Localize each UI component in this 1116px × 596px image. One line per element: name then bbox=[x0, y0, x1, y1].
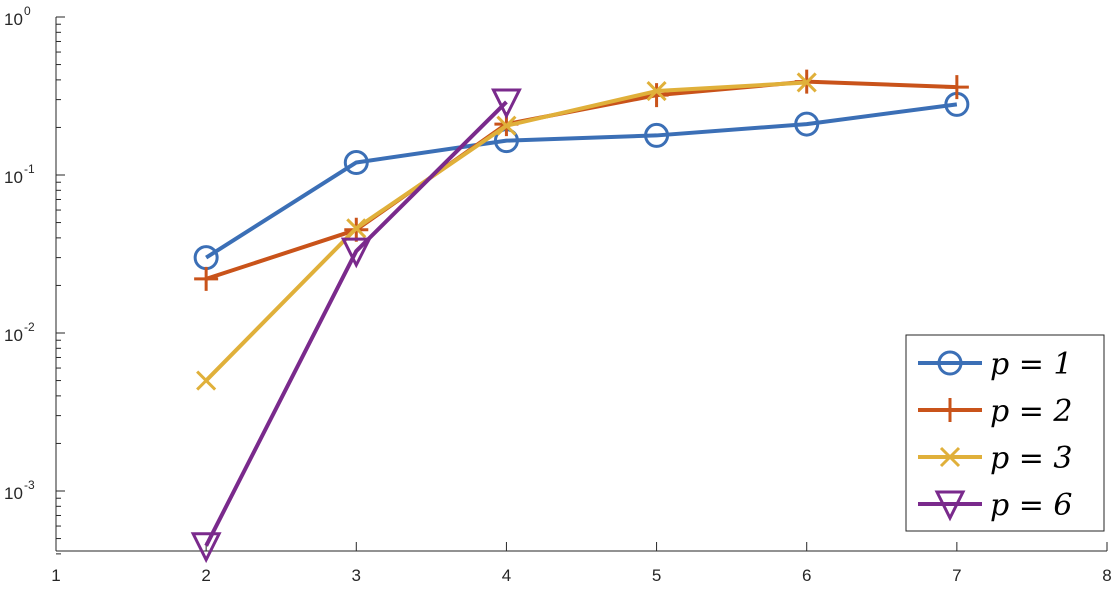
series-4 bbox=[190, 88, 522, 564]
series-3 bbox=[196, 72, 817, 391]
y-tick-exponent: 0 bbox=[24, 4, 31, 18]
series-1 bbox=[193, 91, 970, 271]
legend: p = 1 p = 2 p = 3 p = 6 bbox=[905, 334, 1105, 532]
data-point bbox=[794, 111, 820, 137]
x-tick-label: 4 bbox=[502, 566, 511, 585]
legend-label: p = 2 bbox=[990, 394, 1073, 429]
y-tick-exponent: -3 bbox=[24, 478, 35, 492]
x-tick-label: 5 bbox=[652, 566, 661, 585]
x-tick-label: 7 bbox=[952, 566, 961, 585]
data-point bbox=[194, 266, 219, 291]
data-point bbox=[340, 237, 372, 269]
legend-label: p = 6 bbox=[990, 488, 1073, 523]
data-point bbox=[343, 149, 369, 175]
x-tick-label: 6 bbox=[802, 566, 811, 585]
legend-item: p = 3 bbox=[918, 441, 1073, 476]
x-tick-label: 3 bbox=[352, 566, 361, 585]
data-point bbox=[496, 115, 517, 136]
series-line bbox=[205, 79, 957, 281]
plot-area bbox=[190, 69, 970, 564]
legend-item: p = 2 bbox=[918, 394, 1073, 429]
series-line bbox=[205, 102, 958, 260]
legend-swatch-marker bbox=[934, 490, 966, 522]
legend-swatch-marker bbox=[938, 398, 962, 422]
legend-item: p = 1 bbox=[918, 347, 1073, 382]
y-tick-label: 10 bbox=[4, 326, 23, 345]
data-point bbox=[196, 370, 217, 391]
x-tick-label: 1 bbox=[51, 566, 60, 585]
data-point bbox=[491, 88, 522, 120]
data-point bbox=[644, 83, 669, 108]
x-tick-label: 8 bbox=[1102, 566, 1111, 585]
y-tick-label: 10 bbox=[4, 484, 23, 503]
series-2 bbox=[194, 69, 969, 291]
legend-swatch-marker bbox=[937, 350, 963, 376]
x-tick-label: 2 bbox=[201, 566, 210, 585]
y-tick-label: 10 bbox=[4, 168, 23, 187]
y-tick-exponent: -2 bbox=[24, 320, 35, 334]
legend-swatch-marker bbox=[939, 446, 961, 468]
legend-item: p = 6 bbox=[918, 488, 1073, 523]
data-point bbox=[190, 532, 222, 564]
data-point bbox=[346, 218, 367, 239]
legend-label: p = 1 bbox=[990, 347, 1073, 382]
data-point bbox=[644, 122, 670, 148]
y-tick-exponent: -1 bbox=[24, 162, 35, 176]
series-line bbox=[204, 100, 508, 547]
y-tick-label: 10 bbox=[4, 10, 23, 29]
data-point bbox=[796, 72, 817, 93]
data-point bbox=[646, 80, 667, 102]
data-point bbox=[944, 75, 969, 100]
legend-label: p = 3 bbox=[990, 441, 1073, 476]
